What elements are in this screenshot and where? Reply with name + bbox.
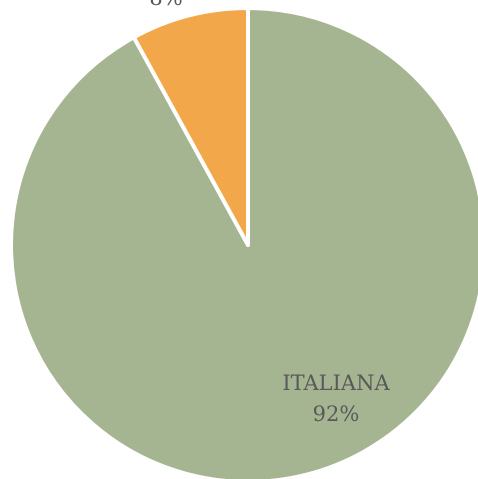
slice-label-category: ITALIANA xyxy=(282,371,390,395)
slice-label-value: 8% xyxy=(149,0,182,10)
pie-labels: ITALIANA 92% 8% xyxy=(149,0,390,426)
pie-slice-0 xyxy=(9,6,478,479)
slice-label-value: 92% xyxy=(313,402,360,426)
pie-slice-1 xyxy=(131,6,250,247)
pie-slices xyxy=(9,6,478,479)
